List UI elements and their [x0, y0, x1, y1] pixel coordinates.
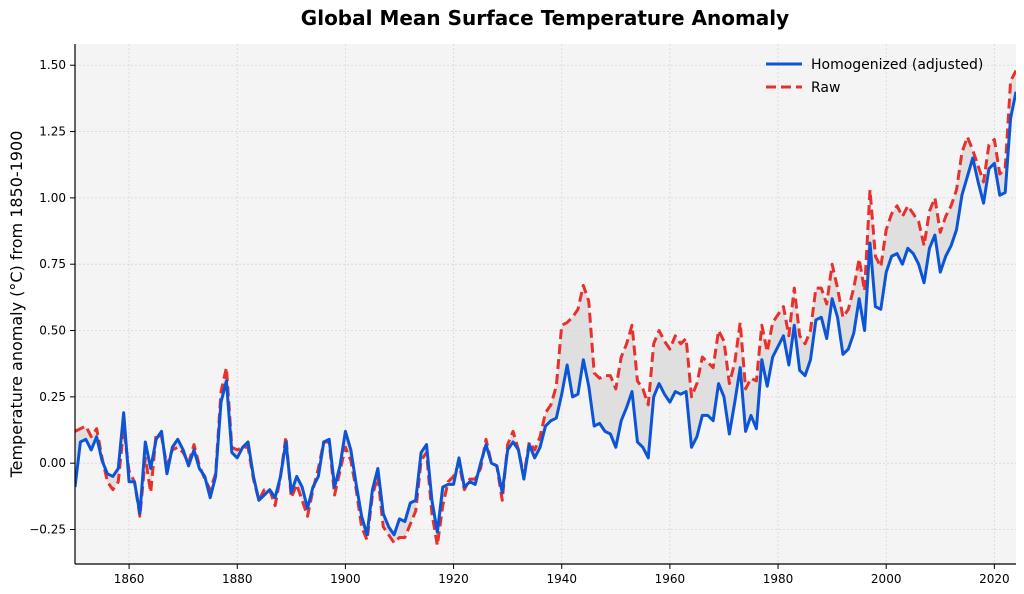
- y-tick-label: 0.00: [39, 456, 66, 470]
- y-tick-label: 0.75: [39, 257, 66, 271]
- difference-shading: [75, 70, 1016, 546]
- x-tick-label: 2000: [871, 572, 902, 586]
- x-tick-label: 1980: [763, 572, 794, 586]
- x-tick-label: 1920: [438, 572, 469, 586]
- y-axis-label: Temperature anomaly (°C) from 1850-1900: [7, 131, 26, 479]
- x-tick-label: 1900: [330, 572, 361, 586]
- legend-label-homogenized: Homogenized (adjusted): [811, 57, 983, 73]
- y-tick-label: −0.25: [29, 523, 66, 537]
- plot-area: 1860 1880 1900 1920 1940 1960 1980 2000 2020 −0.2…: [29, 44, 1016, 586]
- y-tick-label: 1.50: [39, 58, 66, 72]
- series-line-homogenized: [75, 91, 1016, 537]
- y-tick-label: 1.00: [39, 191, 66, 205]
- y-tick-label: 1.25: [39, 125, 66, 139]
- x-tick-label: 1860: [114, 572, 145, 586]
- x-tick-label: 1960: [655, 572, 686, 586]
- legend-label-raw: Raw: [811, 80, 840, 96]
- x-tick-label: 1880: [222, 572, 253, 586]
- y-tick-label: 0.50: [39, 324, 66, 338]
- x-tick-label: 1940: [546, 572, 577, 586]
- y-tick-label: 0.25: [39, 390, 66, 404]
- x-tick-label: 2020: [979, 572, 1010, 586]
- chart-title: Global Mean Surface Temperature Anomaly: [301, 6, 789, 30]
